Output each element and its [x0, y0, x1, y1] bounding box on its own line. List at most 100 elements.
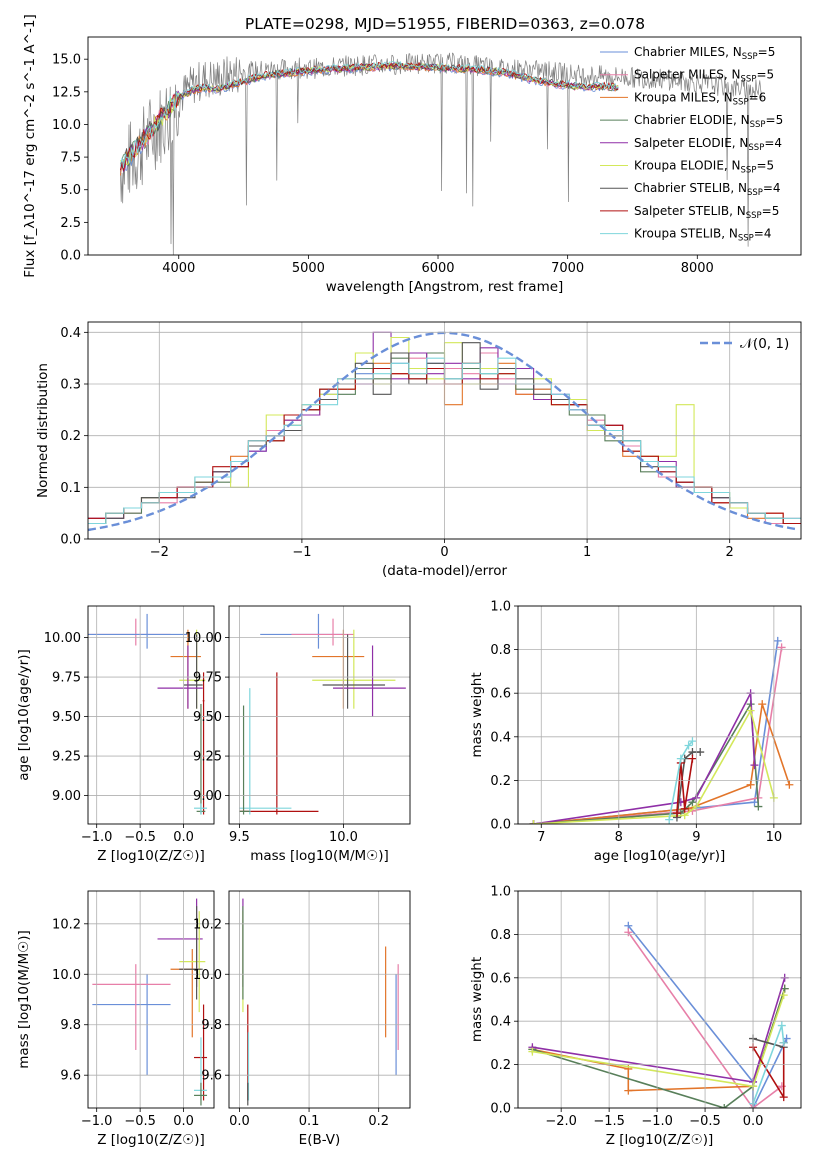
y-tick-label: 0.1	[60, 481, 81, 496]
x-tick-label: 0.1	[299, 1114, 320, 1129]
weight-marker	[665, 815, 674, 824]
weight-line-salpeter-miles	[627, 931, 783, 1108]
axes-frame	[87, 321, 802, 540]
y-tick-label: 9.6	[201, 1069, 222, 1084]
errorbar-chabrier-stelib	[183, 634, 203, 709]
x-tick-label: 0.2	[368, 1114, 389, 1129]
x-tick-label: −2.0	[545, 1114, 577, 1129]
x-tick-label: 10.0	[329, 830, 358, 845]
x-tick-label: 9	[692, 830, 700, 845]
y-axis-label: Flux [f_λ10^-17 erg cm^-2 s^-1 A^-1]	[22, 14, 38, 277]
weight-marker	[750, 798, 759, 807]
y-tick-label: 9.8	[201, 1018, 222, 1033]
y-tick-label: 15.0	[52, 53, 81, 68]
x-tick-label: 6000	[421, 261, 454, 276]
y-tick-label: 10.00	[185, 631, 222, 646]
weight-marker	[528, 1047, 537, 1056]
weight-marker	[684, 741, 693, 750]
y-tick-label: 1.0	[490, 600, 511, 615]
y-tick-label: 0.8	[490, 928, 511, 943]
x-tick-label: 1	[583, 545, 591, 560]
spectrum-plot-area	[120, 52, 763, 255]
y-tick-label: 0.4	[60, 326, 81, 341]
errorbar-salpeter-stelib	[202, 672, 205, 815]
weight-marker	[672, 809, 681, 818]
x-axis-label: E(B-V)	[299, 1132, 341, 1148]
y-tick-label: 0.3	[60, 378, 81, 393]
y-tick-label: 0.0	[490, 1102, 511, 1117]
x-axis-label: age [log10(age/yr)]	[594, 848, 726, 864]
weight-marker	[746, 780, 755, 789]
model-salpeter-stelib-line	[120, 61, 619, 171]
errorbar-salpeter-miles	[291, 618, 354, 646]
weight-line-chabrier-elodie	[533, 703, 760, 824]
errorbar-kroupa-elodie	[312, 629, 396, 709]
x-tick-label: 8	[615, 830, 623, 845]
y-tick-label: 0.0	[60, 533, 81, 548]
y-tick-label: 10.2	[193, 917, 222, 932]
weight-marker	[688, 754, 697, 763]
x-tick-label: −0.5	[124, 1114, 156, 1129]
y-tick-label: 9.25	[193, 750, 222, 765]
y-axis-label: mass [log10(M/M☉)]	[16, 930, 32, 1069]
weight-line-chabrier-miles	[533, 640, 779, 824]
x-axis-label: (data-model)/error	[382, 563, 508, 579]
y-tick-label: 9.8	[60, 1018, 81, 1033]
y-tick-label: 9.75	[52, 671, 81, 686]
x-axis-label: Z [log10(Z/Z☉)]	[97, 848, 205, 864]
errorbar-chabrier-stelib	[179, 906, 203, 1000]
weight-line-chabrier-stelib	[752, 1037, 784, 1048]
legend-entry-salpeter-miles: Salpeter MILES, NSSP=5	[634, 68, 774, 85]
y-tick-label: 0.4	[490, 730, 511, 745]
legend-entry-kroupa-elodie: Kroupa ELODIE, NSSP=5	[634, 159, 774, 176]
axes-frame	[87, 890, 215, 1109]
weight-marker	[777, 1021, 786, 1030]
observed-spectrum-line	[120, 52, 763, 255]
weight-line-salpeter-elodie	[532, 977, 786, 1083]
spectrum-title: PLATE=0298, MJD=51955, FIBERID=0363, z=0…	[245, 15, 645, 33]
x-tick-label: 7000	[551, 261, 584, 276]
x-tick-label: 0.0	[229, 1114, 250, 1129]
x-tick-label: −1.0	[641, 1114, 673, 1129]
errorbar-kroupa-stelib	[194, 803, 208, 815]
y-tick-label: 2.5	[60, 216, 81, 231]
axes-frame	[517, 605, 802, 825]
errorbar-chabrier-stelib	[322, 634, 386, 709]
age_vs_Z-panel: −1.0 −0.5 0.0 9.00 9.25 9.50 9.75 10.00 Z [log10…	[16, 605, 215, 864]
x-axis-label: wavelength [Angstrom, rest frame]	[326, 279, 564, 295]
y-tick-label: 5.0	[60, 183, 81, 198]
weight-line-chabrier-miles	[627, 925, 788, 1108]
errorbar-chabrier-elodie	[194, 1082, 208, 1106]
weight_vs_age-panel: 7 8 9 10 0.0 0.2 0.4 0.6 0.8 1.0 age [log10(age/yr…	[469, 600, 802, 864]
x-tick-label: 0	[440, 545, 448, 560]
weight-marker	[754, 802, 763, 811]
y-tick-label: 10.0	[52, 968, 81, 983]
legend-entry-kroupa-miles: Kroupa MILES, NSSP=6	[634, 90, 766, 107]
errorbar-chabrier-miles	[260, 613, 344, 649]
x-tick-label: −0.5	[124, 830, 156, 845]
y-tick-label: 9.25	[52, 750, 81, 765]
y-tick-label: 0.0	[490, 818, 511, 833]
legend-entry-chabrier-stelib: Chabrier STELIB, NSSP=4	[634, 181, 781, 198]
x-tick-label: 4000	[162, 261, 195, 276]
y-tick-label: 0.4	[490, 1015, 511, 1030]
y-tick-label: 9.50	[193, 710, 222, 725]
y-tick-label: 0.0	[60, 249, 81, 264]
legend-entry-gaussian: 𝒩(0, 1)	[740, 336, 789, 352]
y-tick-label: 0.6	[490, 687, 511, 702]
errorbar-kroupa-stelib	[239, 688, 292, 815]
mass_vs_ebv-plot-area	[242, 898, 399, 1106]
axes-frame	[228, 890, 411, 1109]
axes-frame	[517, 890, 802, 1109]
y-axis-label: mass weight	[469, 957, 485, 1042]
x-axis-label: Z [log10(Z/Z☉)]	[606, 1132, 714, 1148]
x-tick-label: −1.0	[81, 830, 113, 845]
legend-entry-chabrier-elodie: Chabrier ELODIE, NSSP=5	[634, 113, 783, 130]
x-tick-label: −1	[292, 545, 311, 560]
weight-marker	[624, 1086, 633, 1095]
weight-marker	[680, 804, 689, 813]
residuals-panel: −2 −1 0 1 2 0.0 0.1 0.2 0.3 0.4 (data-model)/error…	[35, 321, 802, 579]
y-tick-label: 0.2	[60, 429, 81, 444]
y-tick-label: 10.00	[44, 631, 81, 646]
